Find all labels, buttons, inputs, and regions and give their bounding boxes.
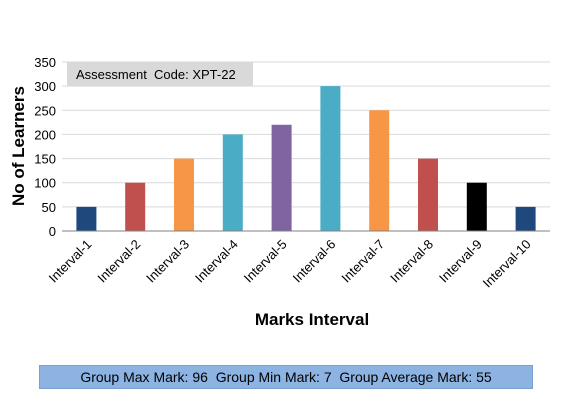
bar-interval-2 bbox=[125, 182, 146, 231]
x-tick-label: Interval-10 bbox=[480, 237, 534, 291]
bar-interval-4 bbox=[222, 134, 243, 231]
bar-interval-1 bbox=[76, 206, 97, 231]
x-tick-label: Interval-7 bbox=[338, 237, 387, 286]
bar-interval-7 bbox=[369, 110, 390, 231]
x-tick-label: Interval-1 bbox=[46, 237, 95, 286]
x-axis-title: Marks Interval bbox=[255, 310, 369, 329]
y-tick-label: 50 bbox=[42, 200, 56, 215]
bar-interval-5 bbox=[271, 124, 292, 231]
y-tick-labels: 0 50 100 150 200 250 300 350 bbox=[34, 55, 56, 239]
x-tick-labels: Interval-1 Interval-2 Interval-3 Interval-4… bbox=[46, 237, 534, 291]
bar-interval-3 bbox=[174, 158, 194, 231]
y-tick-label: 350 bbox=[34, 55, 56, 70]
assessment-code-box: Assessment Code: XPT-22 bbox=[67, 62, 253, 86]
y-axis-title: No of Learners bbox=[9, 86, 28, 206]
x-tick-label: Interval-8 bbox=[387, 237, 436, 286]
bar-interval-9 bbox=[466, 182, 487, 231]
y-tick-label: 100 bbox=[34, 176, 56, 191]
bars bbox=[76, 86, 536, 232]
x-tick-label: Interval-9 bbox=[436, 237, 485, 286]
group-summary-text: Group Max Mark: 96 Group Min Mark: 7 Gro… bbox=[80, 369, 492, 385]
x-tick-label: Interval-3 bbox=[143, 237, 192, 286]
x-tick-label: Interval-2 bbox=[94, 237, 143, 286]
bar-interval-8 bbox=[418, 158, 438, 231]
bar-interval-10 bbox=[515, 206, 536, 231]
group-summary-bar: Group Max Mark: 96 Group Min Mark: 7 Gro… bbox=[39, 365, 533, 389]
x-tick-label: Interval-5 bbox=[241, 237, 290, 286]
y-tick-label: 250 bbox=[34, 103, 56, 118]
assessment-code-label: Assessment Code: XPT-22 bbox=[76, 67, 236, 82]
bar-interval-6 bbox=[320, 86, 341, 232]
x-tick-label: Interval-6 bbox=[290, 237, 339, 286]
x-tick-label: Interval-4 bbox=[192, 237, 241, 286]
y-tick-label: 200 bbox=[34, 127, 56, 142]
y-tick-label: 300 bbox=[34, 79, 56, 94]
y-tick-label: 150 bbox=[34, 152, 56, 167]
y-tick-label: 0 bbox=[49, 224, 56, 239]
